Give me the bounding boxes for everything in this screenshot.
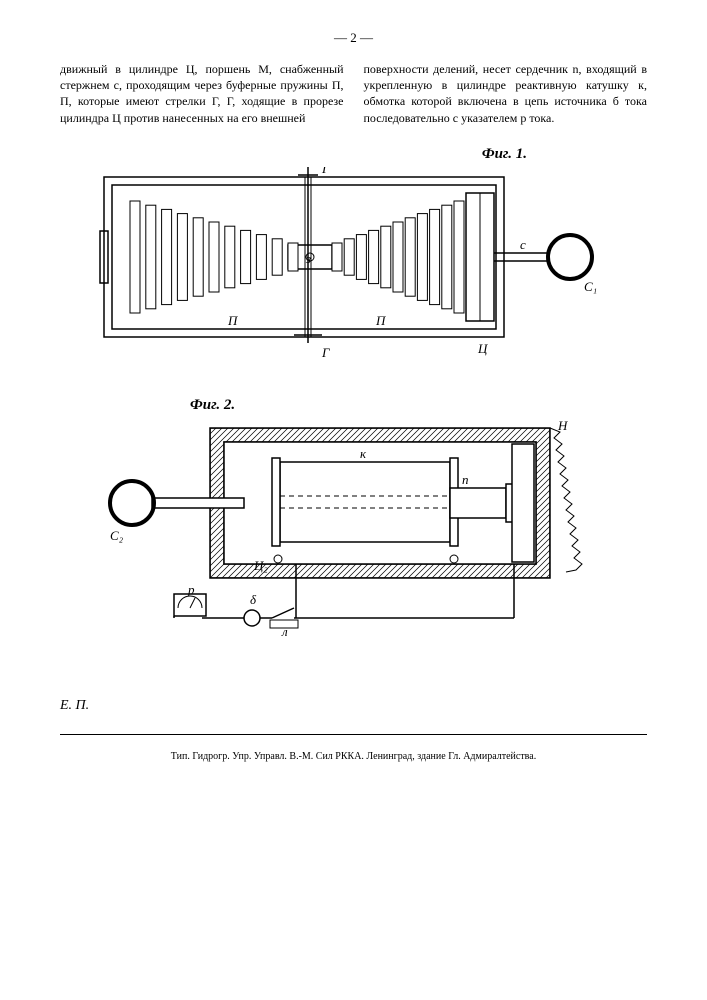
footer-imprint: Тип. Гидрогр. Упр. Управл. В.-М. Сил РКК…: [0, 745, 707, 768]
left-column: движный в цилиндре Ц, поршень М, снабжен…: [60, 61, 344, 126]
figure-2-label: Фиг. 2.: [60, 397, 647, 414]
divider: [60, 734, 647, 735]
svg-text:Н: Н: [557, 418, 568, 433]
svg-text:Ц: Ц: [477, 341, 488, 356]
svg-text:C₁: C₁: [584, 279, 597, 294]
svg-text:л: л: [281, 624, 288, 639]
figure-1-diagram: Г Г П Пз c C₁ Ц: [60, 167, 620, 367]
svg-text:к: к: [360, 446, 367, 461]
svg-text:n: n: [462, 472, 469, 487]
page-number: — 2 —: [0, 0, 707, 61]
figure-2-diagram: Нк n Ц₂ C₂ р δ л: [60, 418, 620, 648]
svg-text:δ: δ: [250, 592, 257, 607]
signature: Е. П.: [0, 658, 707, 724]
figure-1-block: Фиг. 1. Г Г П Пз c C₁ Ц Фиг. 2. Нк n Ц₂ C₂ р δ л: [0, 126, 707, 658]
svg-text:П: П: [227, 313, 239, 328]
svg-text:Г: Г: [321, 345, 330, 360]
figure-1-label: Фиг. 1.: [60, 146, 647, 163]
svg-text:П: П: [375, 313, 387, 328]
svg-text:C₂: C₂: [110, 528, 124, 543]
body-text: движный в цилиндре Ц, поршень М, снабжен…: [0, 61, 707, 126]
svg-text:c: c: [520, 237, 526, 252]
svg-text:Г: Г: [321, 167, 330, 176]
svg-text:з: з: [305, 251, 311, 266]
right-column: поверхности делений, несет сердечник n, …: [364, 61, 648, 126]
svg-text:р: р: [187, 582, 195, 597]
svg-text:Ц₂: Ц₂: [253, 558, 268, 573]
